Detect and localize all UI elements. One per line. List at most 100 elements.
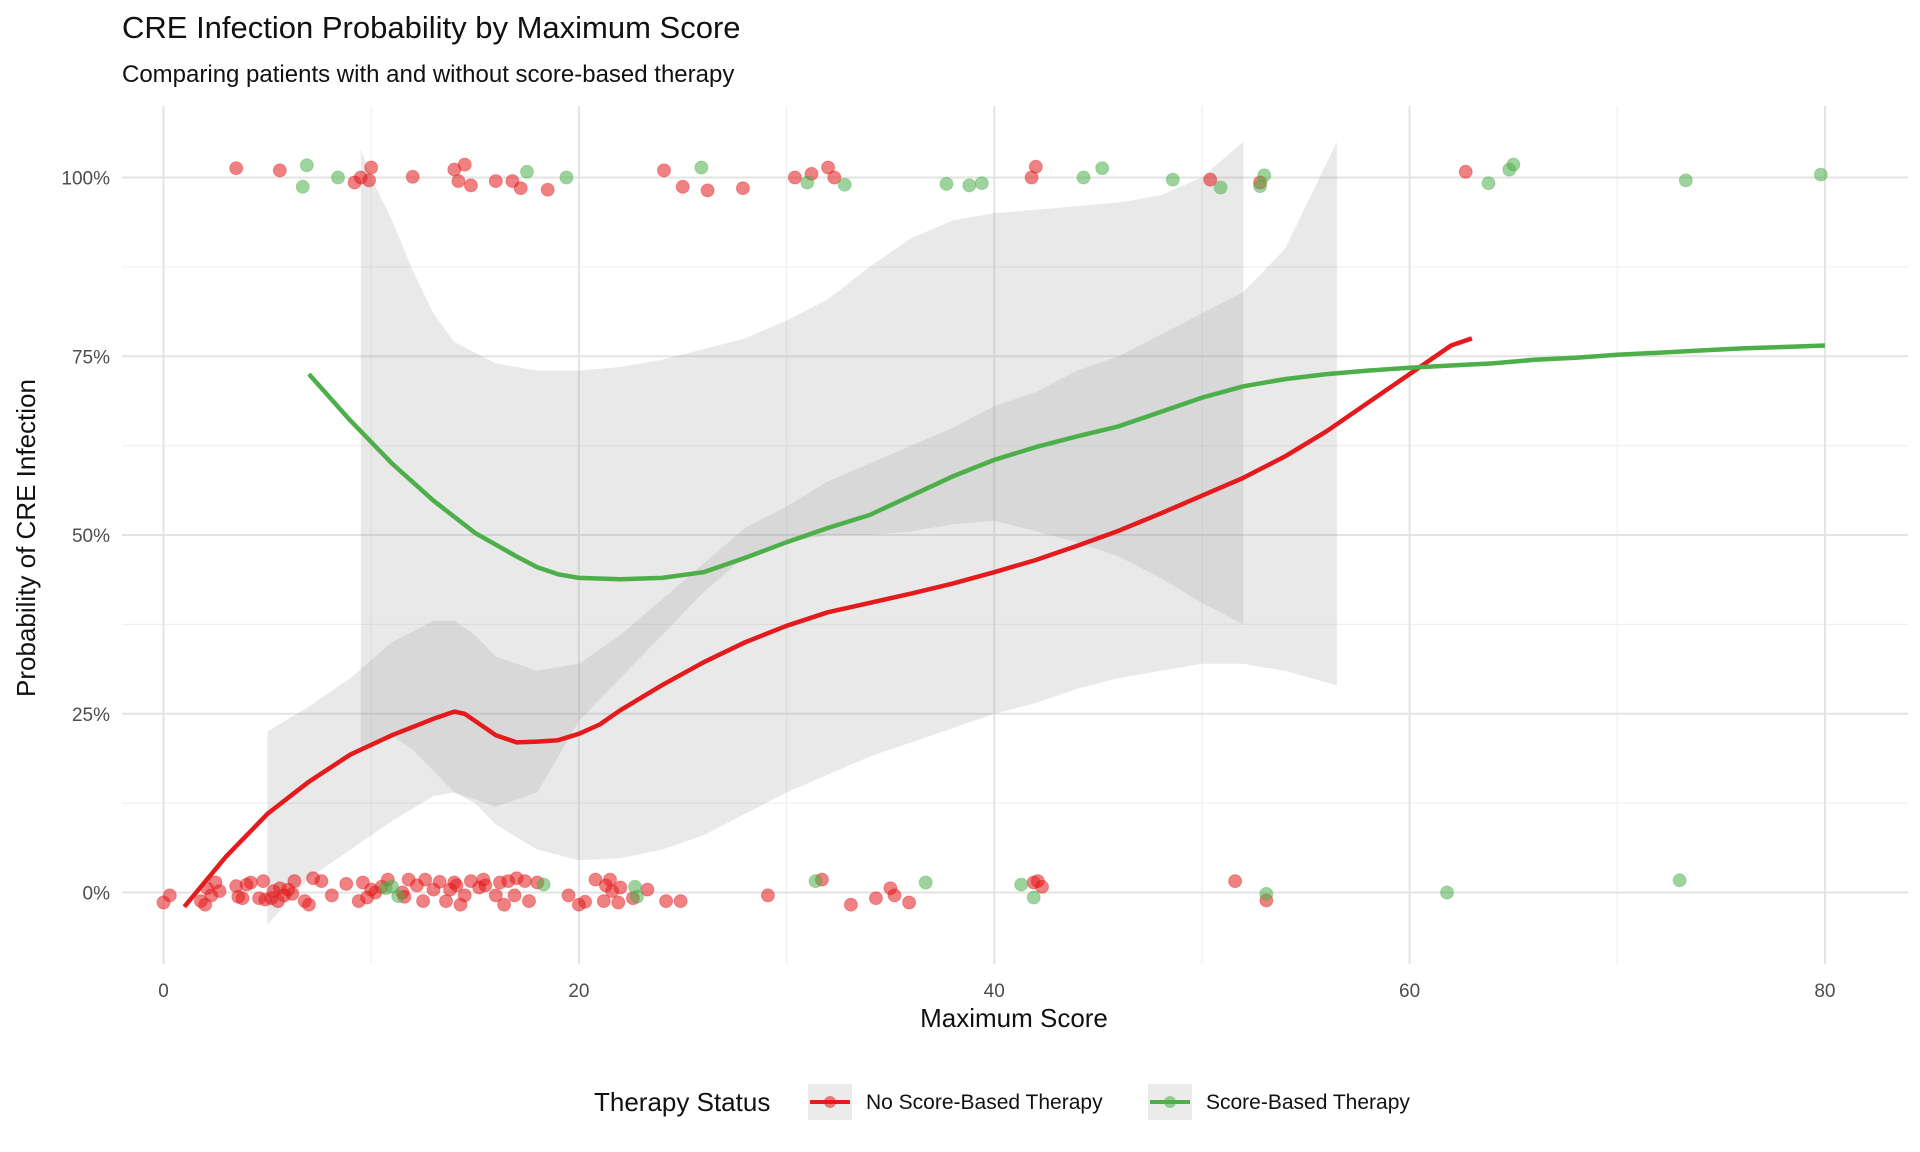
data-point-series-0 <box>1458 164 1473 179</box>
smooth-line-series-1 <box>307 343 1825 582</box>
legend: Therapy Status No Score-Based Therapy Sc… <box>594 1084 1410 1120</box>
confidence-band-series-1 <box>360 141 1244 807</box>
data-point-series-1 <box>1026 890 1041 905</box>
data-point-series-0 <box>256 874 271 889</box>
data-point-series-0 <box>287 874 302 889</box>
tick-labels: 0 20 40 60 80 0% 25% 50% 75% 100% <box>61 169 1835 1003</box>
data-point-series-1 <box>918 875 933 890</box>
y-tick-label: 0% <box>83 884 111 905</box>
data-point-series-1 <box>694 160 709 175</box>
data-point-series-0 <box>613 880 628 895</box>
data-point-series-0 <box>1228 874 1243 889</box>
data-point-series-0 <box>821 160 836 175</box>
data-point-series-1 <box>800 175 815 190</box>
data-point-series-1 <box>1259 886 1274 901</box>
x-tick-label: 40 <box>984 981 1005 1002</box>
data-point-series-0 <box>827 170 842 185</box>
data-point-series-0 <box>416 894 431 909</box>
x-tick-label: 20 <box>568 981 589 1002</box>
data-point-series-1 <box>1813 167 1828 182</box>
data-point-series-0 <box>362 173 377 188</box>
legend-title: Therapy Status <box>594 1087 770 1117</box>
data-point-series-0 <box>405 169 420 184</box>
data-point-series-0 <box>657 163 671 178</box>
legend-dot-no-therapy <box>824 1096 836 1108</box>
data-point-series-0 <box>1035 879 1049 894</box>
data-point-series-1 <box>1506 157 1521 172</box>
data-point-series-0 <box>760 888 775 903</box>
data-point-series-1 <box>391 889 406 904</box>
data-point-series-1 <box>559 170 574 185</box>
data-point-series-1 <box>1213 180 1228 195</box>
data-point-series-0 <box>1028 159 1043 174</box>
data-point-series-0 <box>285 886 300 901</box>
legend-label-score-therapy: Score-Based Therapy <box>1206 1091 1410 1114</box>
data-point-series-1 <box>1481 176 1496 191</box>
data-point-series-0 <box>1203 172 1218 187</box>
data-point-series-0 <box>659 894 674 909</box>
data-point-series-0 <box>578 894 593 909</box>
legend-label-no-therapy: No Score-Based Therapy <box>866 1091 1103 1114</box>
data-point-series-0 <box>229 161 244 176</box>
data-point-series-0 <box>488 174 503 189</box>
data-point-series-1 <box>939 176 954 191</box>
data-point-series-0 <box>517 874 532 889</box>
data-point-series-0 <box>902 895 917 910</box>
confidence-band-series-0 <box>267 141 1337 925</box>
data-point-series-0 <box>513 181 528 196</box>
data-point-series-0 <box>843 897 858 912</box>
data-point-series-0 <box>540 182 555 197</box>
data-point-series-0 <box>457 888 472 903</box>
grid <box>122 106 1908 964</box>
data-point-series-0 <box>507 888 522 903</box>
data-point-series-1 <box>974 176 989 191</box>
x-tick-label: 80 <box>1814 981 1835 1002</box>
data-point-series-1 <box>385 879 399 894</box>
data-point-series-1 <box>1440 885 1454 900</box>
data-point-series-1 <box>1257 168 1272 183</box>
data-points <box>156 157 1828 912</box>
data-point-series-0 <box>301 897 316 912</box>
chart-title: CRE Infection Probability by Maximum Sco… <box>122 10 741 45</box>
data-point-series-0 <box>457 157 472 172</box>
data-point-series-1 <box>1678 173 1693 188</box>
data-point-series-1 <box>295 179 310 194</box>
data-point-series-0 <box>488 888 503 903</box>
data-point-series-0 <box>235 891 250 906</box>
smooth-lines <box>182 336 1825 909</box>
x-tick-label: 60 <box>1399 981 1420 1002</box>
data-point-series-0 <box>868 891 883 906</box>
data-point-series-0 <box>497 897 512 912</box>
data-point-series-0 <box>432 874 447 889</box>
data-point-series-0 <box>700 183 715 198</box>
data-point-series-0 <box>588 872 603 887</box>
data-point-series-0 <box>675 179 690 194</box>
data-point-series-0 <box>478 878 493 893</box>
x-tick-label: 0 <box>158 981 169 1002</box>
data-point-series-1 <box>1095 161 1110 176</box>
data-point-series-0 <box>463 178 478 193</box>
data-point-series-1 <box>299 158 314 173</box>
data-point-series-0 <box>611 895 626 910</box>
data-point-series-0 <box>522 894 536 909</box>
data-point-series-1 <box>1014 877 1029 892</box>
data-point-series-0 <box>735 181 750 196</box>
data-point-series-1 <box>962 178 977 193</box>
data-point-series-0 <box>451 174 466 189</box>
data-point-series-0 <box>787 170 802 185</box>
data-point-series-1 <box>837 177 852 192</box>
data-point-series-0 <box>324 888 339 903</box>
y-tick-label: 25% <box>72 705 110 726</box>
y-tick-label: 50% <box>72 526 110 547</box>
data-point-series-0 <box>339 876 354 891</box>
data-point-series-0 <box>212 884 227 899</box>
data-point-series-1 <box>808 874 823 889</box>
smooth-line-series-0 <box>182 336 1473 909</box>
x-axis-label: Maximum Score <box>920 1003 1108 1033</box>
y-tick-label: 100% <box>61 169 110 190</box>
data-point-series-0 <box>640 882 655 897</box>
data-point-series-0 <box>364 160 379 175</box>
y-tick-label: 75% <box>72 347 110 368</box>
data-point-series-1 <box>536 877 551 892</box>
